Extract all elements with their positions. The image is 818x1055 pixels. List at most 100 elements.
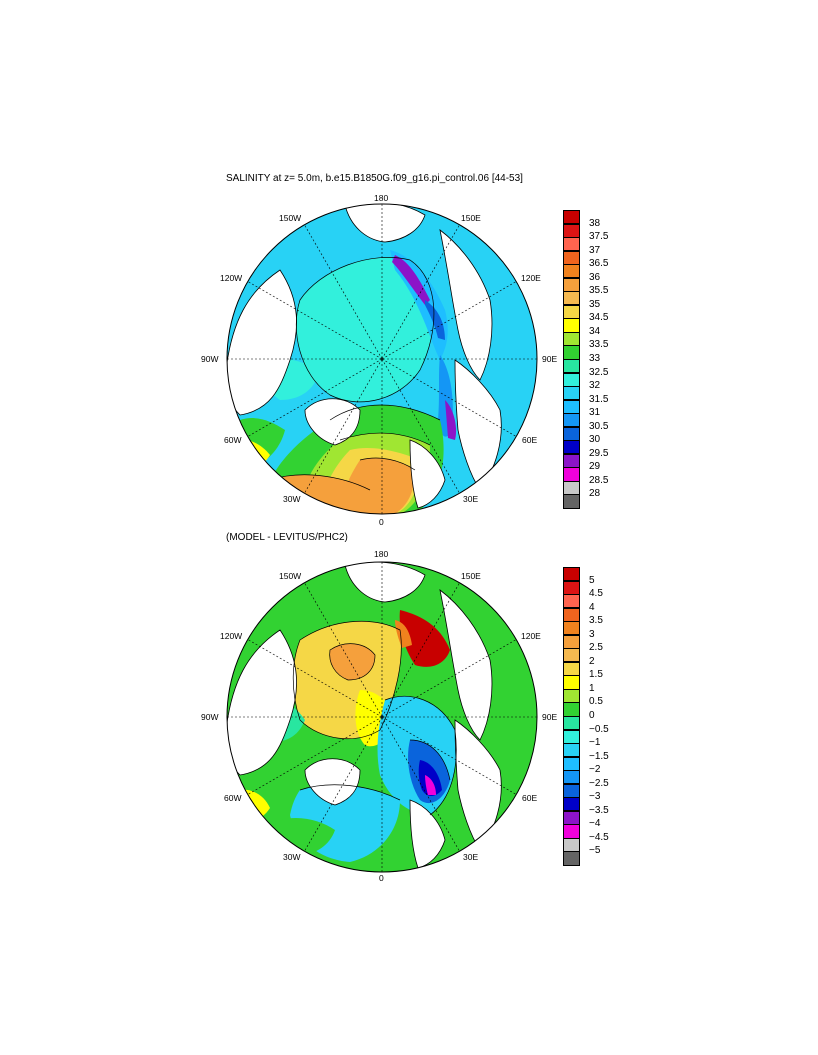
colorbar-cell (563, 318, 580, 333)
p2-lon-90w: 90W (201, 712, 219, 722)
colorbar-cell (563, 837, 580, 853)
colorbar-cell (563, 291, 580, 306)
colorbar-cell (563, 264, 580, 279)
colorbar-cell (563, 634, 580, 649)
colorbar-tick-label: 4 (589, 601, 595, 613)
colorbar-cell (563, 223, 580, 238)
anomaly-map (227, 562, 537, 872)
colorbar-cell (563, 607, 580, 622)
colorbar-tick-label: 34 (589, 325, 601, 337)
colorbar-tick-label: 31.5 (589, 393, 609, 405)
p1-lon-30e: 30E (463, 494, 479, 504)
p1-lon-120w: 120W (220, 273, 243, 283)
colorbar-tick-label: 2.5 (589, 642, 603, 654)
p1-lon-90w: 90W (201, 354, 219, 364)
colorbar-tick-label: −4 (589, 818, 601, 830)
colorbar-cell (563, 621, 580, 636)
colorbar-tick-label: 28.5 (589, 474, 609, 486)
colorbar-cell (563, 851, 580, 866)
colorbar-tick-label: 3 (589, 628, 595, 640)
colorbar-cell (563, 567, 580, 582)
colorbar-cell (563, 453, 580, 468)
colorbar-cell (563, 210, 580, 225)
colorbar-cell (563, 810, 580, 825)
p1-lon-150w: 150W (279, 213, 302, 223)
panel2-map-frame (226, 561, 538, 873)
p2-lon-180: 180 (374, 549, 389, 559)
colorbar-tick-label: 32.5 (589, 366, 609, 378)
colorbar-cell (563, 386, 580, 401)
colorbar-tick-label: −0.5 (589, 723, 609, 735)
panel1-title: SALINITY at z= 5.0m, b.e15.B1850G.f09_g1… (226, 173, 523, 184)
colorbar-cell (563, 770, 580, 785)
colorbar-tick-label: 0.5 (589, 696, 603, 708)
colorbar-tick-label: 29.5 (589, 447, 609, 459)
colorbar-tick-label: −1 (589, 737, 601, 749)
colorbar-cell (563, 480, 580, 496)
colorbar-tick-label: 37.5 (589, 231, 609, 243)
colorbar-cell (563, 440, 580, 455)
p1-lon-60w: 60W (224, 435, 242, 445)
colorbar-tick-label: −5 (589, 845, 601, 857)
colorbar-tick-label: 32 (589, 380, 601, 392)
colorbar-tick-label: −2 (589, 764, 601, 776)
colorbar-cell (563, 304, 580, 319)
colorbar-cell (563, 594, 580, 609)
colorbar-cell (563, 797, 580, 812)
colorbar-tick-label: 38 (589, 217, 601, 229)
colorbar-cell (563, 743, 580, 758)
colorbar-tick-label: 29 (589, 461, 601, 473)
p1-lon-0: 0 (379, 517, 384, 527)
colorbar-tick-label: 1.5 (589, 669, 603, 681)
colorbar-tick-label: 4.5 (589, 588, 603, 600)
colorbar-tick-label: 36.5 (589, 258, 609, 270)
colorbar-tick-label: 0 (589, 710, 595, 721)
colorbar-cell (563, 648, 580, 663)
p2-lon-60e: 60E (522, 793, 538, 803)
p2-lon-90e: 90E (542, 712, 558, 722)
salinity-map (227, 204, 537, 514)
colorbar-tick-label: −4.5 (589, 831, 609, 843)
colorbar-cell (563, 824, 580, 839)
colorbar-cell (563, 580, 580, 595)
p2-lon-30e: 30E (463, 852, 479, 862)
p1-lon-30w: 30W (283, 494, 301, 504)
colorbar-cell (563, 277, 580, 292)
colorbar-tick-label: 31 (589, 407, 601, 419)
colorbar-cell (563, 250, 580, 265)
anomaly-colorbar (563, 567, 580, 866)
colorbar-cell (563, 688, 580, 704)
colorbar-cell (563, 413, 580, 428)
colorbar-tick-label: 35 (589, 298, 601, 310)
colorbar-cell (563, 359, 580, 374)
colorbar-cell (563, 716, 580, 731)
colorbar-cell (563, 372, 580, 387)
colorbar-cell (563, 675, 580, 690)
colorbar-cell (563, 237, 580, 252)
colorbar-cell (563, 467, 580, 482)
colorbar-cell (563, 331, 580, 347)
colorbar-tick-label: 30.5 (589, 420, 609, 432)
colorbar-tick-label: 37 (589, 244, 601, 256)
colorbar-tick-label: −3 (589, 791, 601, 803)
colorbar-tick-label: 28 (589, 488, 601, 500)
colorbar-cell (563, 661, 580, 676)
p2-lon-0: 0 (379, 873, 384, 883)
colorbar-tick-label: 33 (589, 353, 601, 364)
p1-lon-150e: 150E (461, 213, 481, 223)
p2-lon-60w: 60W (224, 793, 242, 803)
panel2-title: (MODEL - LEVITUS/PHC2) (226, 532, 348, 543)
colorbar-tick-label: 36 (589, 271, 601, 283)
p1-lon-90e: 90E (542, 354, 558, 364)
colorbar-tick-label: −2.5 (589, 777, 609, 789)
colorbar-tick-label: 3.5 (589, 615, 603, 627)
colorbar-tick-label: 5 (589, 574, 595, 586)
colorbar-cell (563, 729, 580, 744)
colorbar-cell (563, 399, 580, 414)
colorbar-tick-label: 2 (589, 655, 595, 667)
p2-lon-30w: 30W (283, 852, 301, 862)
p1-lon-180: 180 (374, 193, 389, 203)
colorbar-tick-label: −3.5 (589, 804, 609, 816)
colorbar-cell (563, 494, 580, 509)
